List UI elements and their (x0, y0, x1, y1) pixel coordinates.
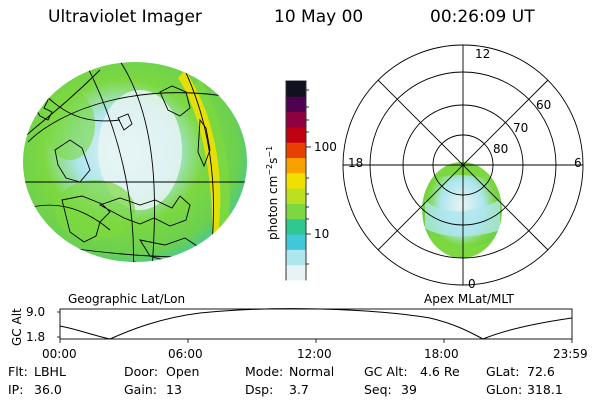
altitude-curve (59, 308, 573, 340)
colorbar-cell (286, 126, 306, 143)
mlat-label-60: 60 (536, 98, 552, 112)
door-value: Open (166, 364, 200, 379)
mlt-label-18: 18 (348, 156, 364, 170)
flt-value: LBHL (34, 364, 66, 379)
colorbar-cell (286, 218, 306, 235)
colorbar-cell (286, 264, 306, 281)
colorbar-cell (286, 81, 306, 97)
altitude-xtick-1800: 18:00 (424, 347, 459, 361)
aurora-edge (195, 80, 230, 235)
dsp-value: 3.7 (289, 382, 309, 397)
glat-label: GLat: (486, 364, 520, 379)
ip-label: IP: (8, 382, 24, 397)
colorbar-cell (286, 203, 306, 220)
geographic-image (23, 62, 247, 262)
mlt-label-12: 12 (475, 47, 491, 61)
colorbar-ticks (306, 89, 311, 265)
mode-label: Mode: (245, 364, 284, 379)
polar-grid (342, 44, 584, 286)
gain-value: 13 (166, 382, 182, 397)
colorbar-gradient (286, 81, 306, 281)
mlt-label-0: 0 (468, 277, 476, 291)
mode-value: Normal (289, 364, 335, 379)
colorbar-cell (286, 249, 306, 266)
mlt-label-6: 6 (574, 156, 582, 170)
colorbar-cell (286, 172, 306, 189)
time-label: 00:26:09 UT (430, 7, 535, 27)
colorbar-cell (286, 142, 306, 159)
altitude-ytick-9: 9.0 (26, 305, 46, 319)
glat-value: 72.6 (527, 364, 555, 379)
right-caption: Apex MLat/MLT (424, 292, 514, 306)
altitude-plot (57, 308, 573, 343)
altitude-ylabel: GC Alt (10, 308, 24, 346)
colorbar-cell (286, 234, 306, 250)
colorbar-unit-label: photon cm−2s−1 (265, 145, 280, 240)
mlat-label-70: 70 (513, 121, 529, 135)
glon-value: 318.1 (527, 382, 563, 397)
altitude-xtick-0600: 06:00 (168, 347, 203, 361)
colorbar-cell (286, 188, 306, 204)
door-label: Door: (124, 364, 159, 379)
seq-label: Seq: (364, 382, 392, 397)
polar-plot (342, 44, 584, 286)
gcalt-value: 4.6 Re (420, 364, 460, 379)
glon-label: GLon: (486, 382, 523, 397)
colorbar-cell (286, 157, 306, 174)
altitude-ytick-1.8: 1.8 (26, 330, 46, 344)
mlat-label-80: 80 (493, 142, 509, 156)
seq-value: 39 (401, 382, 417, 397)
colorbar-tick-100: 100 (314, 140, 337, 154)
dsp-label: Dsp: (245, 382, 274, 397)
altitude-xtick-2359: 23:59 (553, 347, 588, 361)
gcalt-label: GC Alt: (364, 364, 408, 379)
colorbar-cell (286, 111, 306, 128)
colorbar-tick-10: 10 (314, 227, 330, 241)
date-label: 10 May 00 (274, 7, 364, 27)
gain-label: Gain: (124, 382, 157, 397)
colorbar-cell (286, 96, 306, 113)
altitude-xtick-0000: 00:00 (42, 347, 77, 361)
altitude-xtick-1200: 12:00 (297, 347, 332, 361)
ip-value: 36.0 (34, 382, 62, 397)
left-caption: Geographic Lat/Lon (68, 292, 186, 306)
flt-label: Flt: (8, 364, 28, 379)
instrument-title: Ultraviolet Imager (48, 7, 202, 27)
